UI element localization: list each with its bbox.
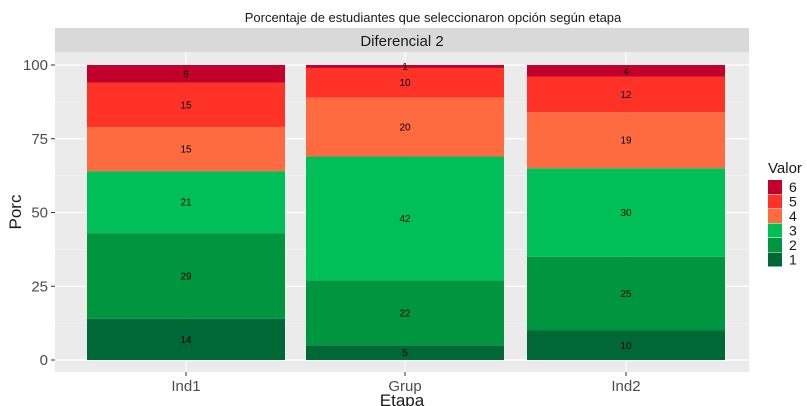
bar-segment-Grup-valor-1 xyxy=(306,345,504,360)
bar-segment-Grup-valor-5 xyxy=(306,67,504,98)
data-label: 14 xyxy=(180,335,192,346)
legend-key-6 xyxy=(768,180,782,194)
data-label: 20 xyxy=(399,122,411,133)
bar-segment-Ind2-valor-6 xyxy=(527,65,725,77)
data-label: 19 xyxy=(620,136,632,147)
legend-key-1 xyxy=(768,252,782,267)
data-label: 42 xyxy=(399,214,411,225)
bar-segment-Ind1-valor-5 xyxy=(87,82,285,127)
data-label: 22 xyxy=(399,308,411,319)
data-label: 12 xyxy=(620,90,632,101)
facet-strip-label: Diferencial 2 xyxy=(360,33,443,50)
x-tick-label: Grup xyxy=(388,378,421,395)
legend-label: 6 xyxy=(789,179,797,195)
data-label: 6 xyxy=(183,69,189,80)
chart-title: Porcentaje de estudiantes que selecciona… xyxy=(245,10,622,25)
data-label: 1 xyxy=(402,62,408,73)
data-label: 10 xyxy=(399,78,411,89)
x-tick-label: Ind2 xyxy=(611,378,640,395)
y-tick-label: 50 xyxy=(31,205,48,222)
legend-label: 2 xyxy=(789,237,797,253)
bar-segment-Ind2-valor-2 xyxy=(527,256,725,331)
y-tick-label: 75 xyxy=(31,131,48,148)
facet-strip xyxy=(55,28,749,52)
bar-segment-Ind1-valor-2 xyxy=(87,233,285,319)
y-tick-label: 100 xyxy=(23,57,48,74)
data-label: 21 xyxy=(180,198,192,209)
bar-segment-Ind2-valor-3 xyxy=(527,168,725,257)
legend-label: 5 xyxy=(789,194,797,210)
y-axis-title: Porc xyxy=(6,194,25,229)
y-axis: 0 25 50 75 100 xyxy=(23,57,55,369)
bar-segment-Ind1-valor-1 xyxy=(87,318,285,360)
y-tick-label: 0 xyxy=(40,352,48,369)
legend-key-3 xyxy=(768,223,782,238)
legend-key-2 xyxy=(768,238,782,252)
y-tick-label: 25 xyxy=(31,278,48,295)
legend-key-4 xyxy=(768,209,782,223)
data-label: 10 xyxy=(620,341,632,352)
data-label: 15 xyxy=(180,100,192,111)
data-label: 25 xyxy=(620,289,632,300)
bar-segment-Ind1-valor-6 xyxy=(87,65,285,83)
bar-segment-Ind2-valor-4 xyxy=(527,112,725,169)
bar-segment-Ind2-valor-5 xyxy=(527,76,725,113)
bar-segment-Ind1-valor-4 xyxy=(87,126,285,172)
legend-key-5 xyxy=(768,194,782,209)
data-label: 15 xyxy=(180,145,192,156)
data-label: 4 xyxy=(623,66,629,77)
legend-label: 3 xyxy=(789,223,797,239)
legend-label: 1 xyxy=(789,252,797,268)
bars: 14 29 21 15 15 6 5 22 42 20 10 1 10 25 30 19 12 4 xyxy=(87,62,725,360)
legend-label: 4 xyxy=(789,208,797,224)
x-tick-label: Ind1 xyxy=(171,378,200,395)
bar-segment-Grup-valor-6 xyxy=(306,65,504,68)
bar-segment-Ind1-valor-3 xyxy=(87,171,285,234)
x-axis: Ind1 Grup Ind2 xyxy=(171,372,641,395)
data-label: 30 xyxy=(620,208,632,219)
data-label: 29 xyxy=(180,271,192,282)
data-label: 5 xyxy=(402,348,408,359)
bar-segment-Ind2-valor-1 xyxy=(527,330,725,360)
bar-segment-Grup-valor-4 xyxy=(306,97,504,157)
legend-title: Valor xyxy=(768,160,802,177)
bar-segment-Grup-valor-2 xyxy=(306,280,504,346)
x-axis-title: Etapa xyxy=(380,391,425,406)
bar-segment-Grup-valor-3 xyxy=(306,156,504,281)
